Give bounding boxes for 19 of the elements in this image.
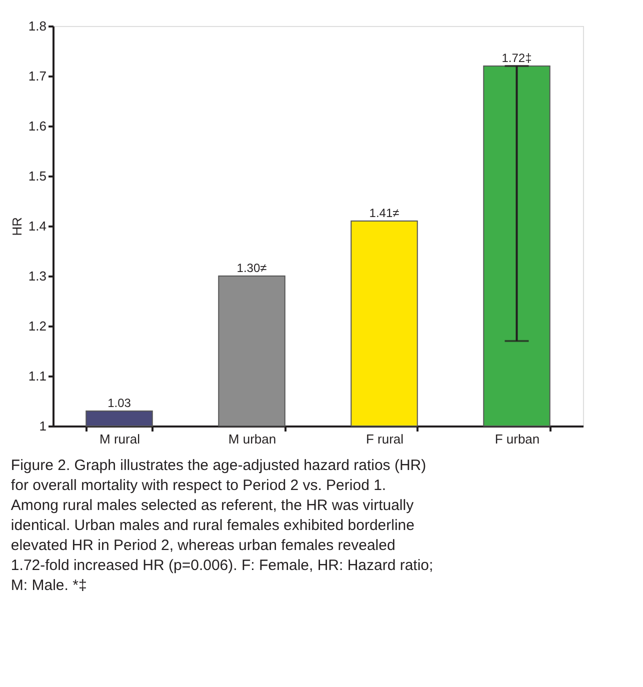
y-tick-label: 1.8	[28, 18, 46, 34]
data-label: 1.72‡	[502, 51, 532, 65]
y-tick-label: 1.4	[28, 218, 46, 234]
x-tick-label: F urban	[494, 432, 540, 446]
y-tick-label: 1.1	[28, 368, 46, 384]
data-label: 1.03	[108, 396, 132, 410]
y-tick-label: 1.5	[28, 168, 46, 184]
y-tick-label: 1	[39, 418, 46, 434]
y-tick-label: 1.7	[28, 68, 46, 84]
y-axis-title: HR	[9, 217, 24, 236]
x-tick-label: M rural	[100, 432, 140, 446]
x-tick-label: F rural	[366, 432, 404, 446]
y-tick-label: 1.3	[28, 268, 46, 284]
y-tick-label: 1.2	[28, 318, 46, 334]
x-tick-label: M urban	[228, 432, 276, 446]
data-label: 1.41≠	[369, 206, 400, 220]
y-tick-label: 1.6	[28, 118, 46, 134]
data-label: 1.30≠	[236, 261, 268, 275]
caption: Figure 2. Graph illustrates the age-adjusted hazard ratios (HR) for overall mortality with respect to Period 2 vs. Period 1. Among rural males selected as referent, the HR was virtually identical. Urban males and rural females exhibited borderline elevated HR in Period 2, whereas urban females revealed 1.72-fold increased HR (p=0.006). F: Female, HR: Hazard ratio; M: Male. *‡	[10, 457, 434, 594]
